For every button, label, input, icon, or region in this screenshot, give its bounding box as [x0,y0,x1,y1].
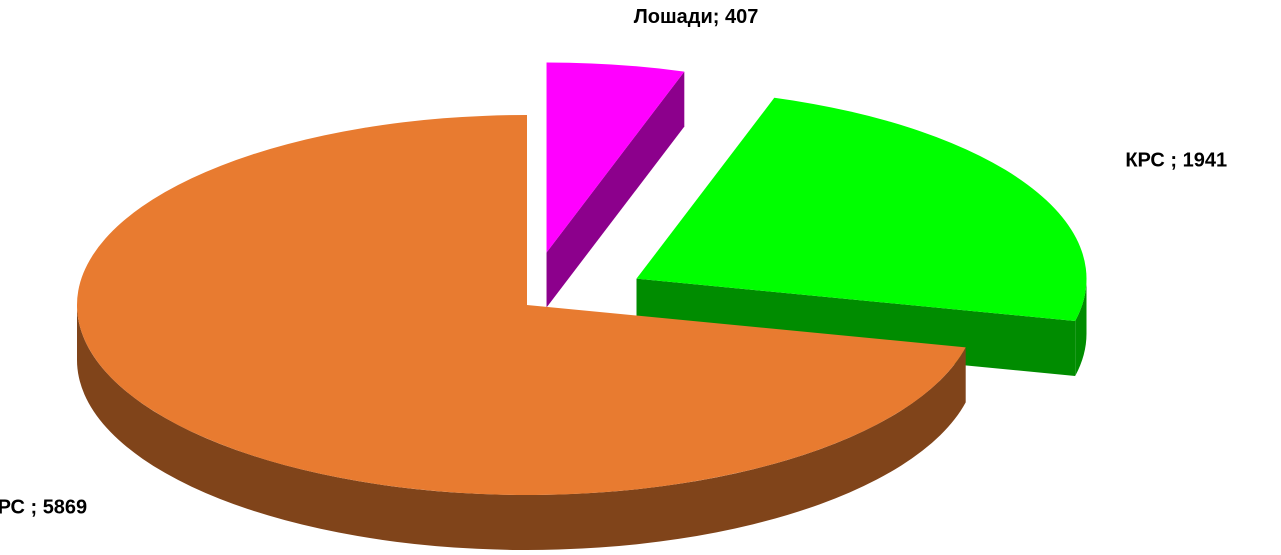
slice [636,97,1087,322]
data-label: МРС ; 5869 [0,496,87,518]
slice-side [546,71,685,308]
data-label: Лошади; 407 [634,6,759,28]
slice [77,115,966,495]
slice-side [77,305,966,550]
slice [546,62,685,253]
data-label: КРС ; 1941 [1125,149,1227,171]
slice-side [1075,278,1087,377]
